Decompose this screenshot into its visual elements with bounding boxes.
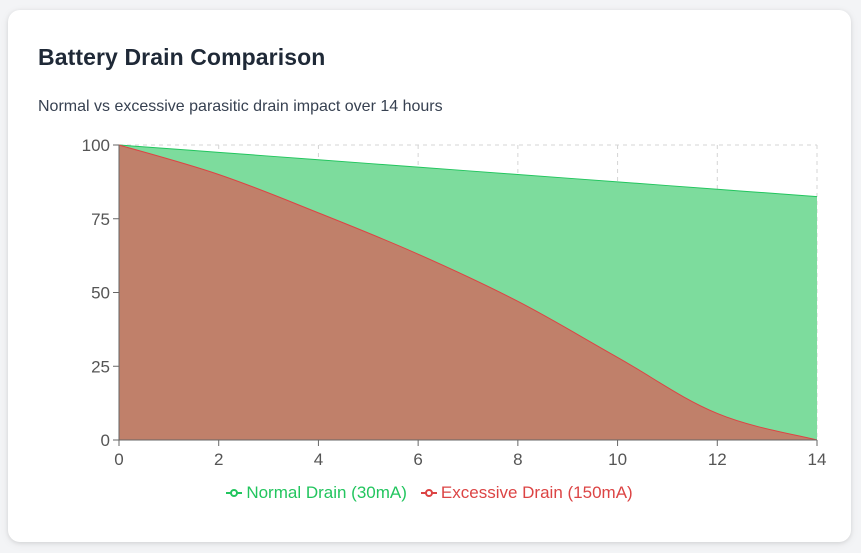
data-point[interactable]: 2: 97.5 (214, 147, 224, 157)
legend-label: Excessive Drain (150mA) (440, 483, 633, 502)
data-point[interactable]: 12: 85 (712, 184, 722, 194)
data-point[interactable]: 6: 63 (413, 249, 423, 259)
series-line-1 (118, 144, 818, 441)
data-point[interactable]: 2: 90 (214, 170, 224, 180)
data-point[interactable]: 10: 87.5 (613, 177, 623, 187)
y-tick-label: 75 (91, 210, 110, 229)
legend-line-icon (226, 489, 243, 497)
legend-item-0[interactable]: Normal Drain (30mA) (226, 483, 407, 503)
data-point[interactable]: 10: 28 (613, 352, 623, 362)
x-tick-label: 6 (413, 450, 422, 469)
battery-drain-chart: 0: 1002: 97.54: 956: 92.58: 9010: 87.512… (82, 136, 827, 469)
y-tick-label: 25 (91, 357, 110, 376)
x-tick-label: 2 (214, 450, 223, 469)
x-tick-label: 14 (808, 450, 827, 469)
legend-line-icon (420, 489, 437, 497)
chart-legend: Normal Drain (30mA) Excessive Drain (150m… (8, 483, 851, 503)
y-tick-label: 0 (101, 431, 110, 450)
series-area-1 (119, 145, 817, 440)
data-point[interactable]: 14: 82.5 (812, 192, 822, 202)
legend-label: Normal Drain (30mA) (246, 483, 407, 502)
y-tick-label: 50 (91, 284, 110, 303)
chart-subtitle: Normal vs excessive parasitic drain impa… (38, 98, 443, 115)
legend-item-1[interactable]: Excessive Drain (150mA) (420, 483, 633, 503)
data-point[interactable]: 4: 77 (313, 208, 323, 218)
data-point[interactable]: 8: 47 (513, 296, 523, 306)
chart-card: Battery Drain Comparison Normal vs exces… (8, 10, 851, 542)
x-tick-label: 10 (608, 450, 627, 469)
data-point[interactable]: 6: 92.5 (413, 162, 423, 172)
data-point[interactable]: 8: 90 (513, 170, 523, 180)
data-point[interactable]: 4: 95 (313, 155, 323, 165)
series-line-0 (118, 144, 818, 198)
x-tick-label: 4 (314, 450, 323, 469)
chart-title: Battery Drain Comparison (38, 44, 326, 70)
x-tick-label: 12 (708, 450, 727, 469)
y-tick-label: 100 (82, 136, 110, 155)
x-tick-label: 8 (513, 450, 522, 469)
x-tick-label: 0 (114, 450, 123, 469)
data-point[interactable]: 12: 9 (712, 408, 722, 418)
